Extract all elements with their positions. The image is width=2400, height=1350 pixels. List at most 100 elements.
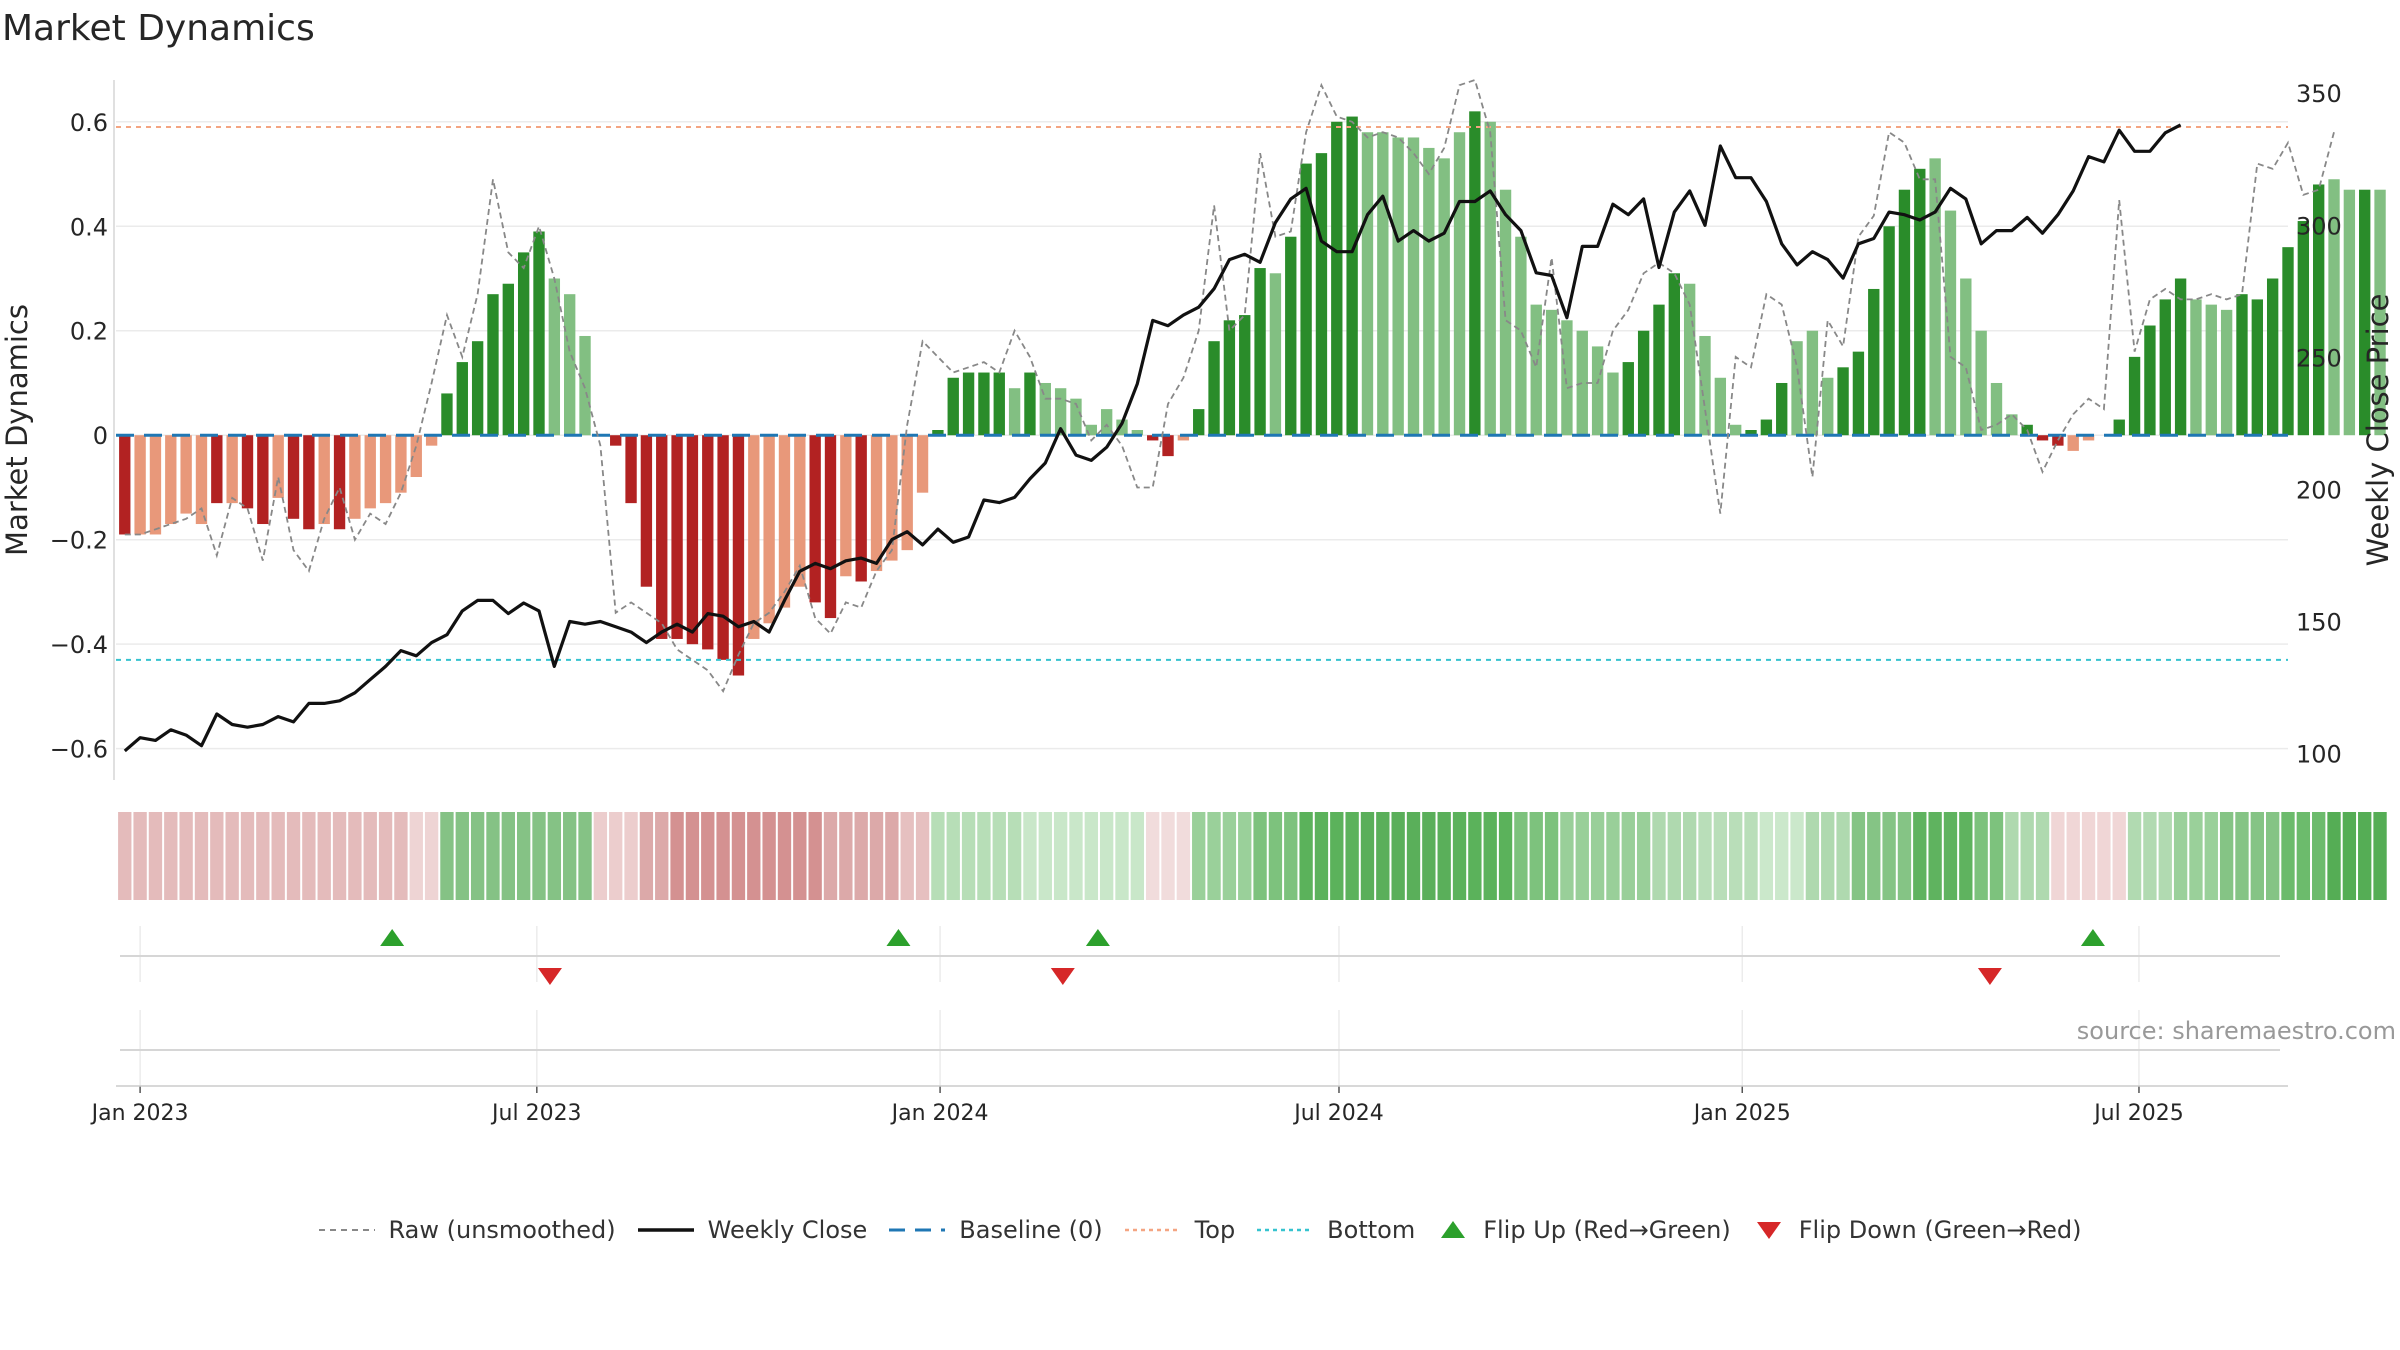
dynamics-bar: [1039, 382, 1051, 436]
left-tick-label: −0.4: [50, 631, 108, 659]
regime-cell: [256, 812, 270, 900]
x-tick-label: Jan 2024: [890, 1101, 989, 1126]
regime-cell: [1422, 812, 1436, 900]
dynamics-bar: [333, 435, 346, 530]
regime-cell: [1759, 812, 1774, 900]
dynamics-bar: [1008, 388, 1021, 436]
dynamics-bar: [1637, 330, 1650, 436]
regime-cell: [731, 812, 746, 900]
regime-cell: [2219, 812, 2234, 900]
dynamics-bar: [1484, 121, 1496, 436]
dynamics-bar: [119, 435, 131, 535]
regime-cell: [1345, 812, 1359, 900]
dynamics-bar: [211, 435, 223, 504]
dynamics-bar: [2174, 278, 2187, 436]
regime-cell: [2235, 812, 2249, 900]
legend-swatch-flip-down: [1756, 1222, 1781, 1239]
dynamics-bar: [1745, 430, 1757, 436]
regime-cell: [900, 812, 914, 900]
regime-cell: [1943, 812, 1958, 900]
dynamics-bar: [2159, 299, 2171, 436]
dynamics-bar: [180, 435, 192, 514]
dynamics-bar: [2113, 419, 2125, 436]
legend-swatch-close: [637, 1228, 694, 1232]
regime-cell: [915, 812, 930, 900]
regime-cell: [1483, 812, 1497, 900]
dynamics-bar: [1776, 382, 1788, 436]
axes: −0.6 −0.4 −0.2 0 0.2 0.4 0.6 100 150 200 250 300 350: [50, 80, 2342, 780]
dynamics-bar: [916, 435, 929, 493]
x-tick-label: Jan 2023: [90, 1101, 189, 1126]
dynamics-bar: [564, 294, 576, 436]
dynamics-bar: [134, 435, 146, 535]
regime-cell: [1130, 812, 1145, 900]
regime-cell: [992, 812, 1006, 900]
flip-up-marker: [886, 929, 911, 946]
dynamics-bar: [1960, 278, 1972, 436]
dynamics-bar: [1714, 377, 1727, 436]
dynamics-bar: [1975, 330, 1987, 436]
dynamics-bar: [1239, 315, 1251, 436]
dynamics-bar: [303, 435, 315, 530]
dynamics-bar: [1730, 424, 1742, 436]
x-tick-label: Jul 2025: [2092, 1101, 2184, 1126]
regime-cell: [118, 812, 132, 900]
regime-cell: [639, 812, 654, 900]
dynamics-bar: [2343, 189, 2356, 436]
dynamics-bar: [2205, 304, 2217, 436]
regime-cell: [1636, 812, 1651, 900]
dynamics-bar: [1929, 158, 1941, 436]
right-tick-label: 250: [2296, 344, 2342, 372]
left-tick-label: 0.2: [70, 318, 108, 346]
dynamics-bar: [2082, 435, 2095, 441]
dynamics-bar: [1024, 372, 1036, 436]
dynamics-bar: [2128, 356, 2141, 436]
dynamics-bar: [395, 435, 407, 493]
regime-cell: [378, 812, 393, 900]
dynamics-bar: [1868, 288, 1880, 436]
dynamics-bar: [2374, 189, 2386, 436]
dynamics-bar: [2006, 414, 2018, 436]
regime-cell: [747, 812, 761, 900]
regime-cell: [148, 812, 163, 900]
regime-cell: [2112, 812, 2126, 900]
dynamics-bar: [610, 435, 622, 446]
regime-cell: [486, 812, 500, 900]
dynamics-bar: [763, 435, 775, 624]
regime-cell: [1744, 812, 1758, 900]
dynamics-bar: [2220, 309, 2233, 436]
dynamics-bar: [1070, 398, 1082, 436]
dynamics-bar: [257, 435, 269, 525]
regime-cell: [532, 812, 546, 900]
regime-cell: [670, 812, 684, 900]
regime-cell: [1560, 812, 1574, 900]
regime-cell: [240, 812, 255, 900]
dynamics-bar: [471, 341, 484, 436]
regime-cell: [823, 812, 838, 900]
regime-cell: [1222, 812, 1237, 900]
legend-swatch-baseline: [889, 1228, 946, 1232]
dynamics-bar: [1269, 273, 1282, 436]
regime-cell: [1253, 812, 1267, 900]
x-tick-label: Jul 2024: [1292, 1101, 1384, 1126]
regime-cell: [961, 812, 976, 900]
regime-cell: [2342, 812, 2357, 900]
legend-item-top: Top: [1124, 1216, 1235, 1244]
dynamics-bar: [1883, 226, 1895, 436]
right-tick-label: 200: [2296, 476, 2342, 504]
regime-cell: [1376, 812, 1390, 900]
regime-cell: [1360, 812, 1375, 900]
regime-cell: [854, 812, 868, 900]
flip-up-marker: [1085, 929, 1110, 946]
dynamics-bar: [1331, 121, 1343, 436]
dynamics-bar: [993, 372, 1005, 436]
regime-cell: [317, 812, 331, 900]
regime-cell: [1867, 812, 1881, 900]
regime-cell: [1069, 812, 1083, 900]
dynamics-bar: [272, 435, 284, 498]
regime-cell: [885, 812, 899, 900]
dynamics-bar: [1515, 236, 1527, 436]
dynamics-bar: [1852, 351, 1865, 436]
dynamics-bar: [978, 372, 990, 436]
